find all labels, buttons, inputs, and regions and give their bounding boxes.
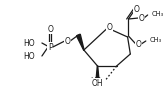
Text: OH: OH xyxy=(92,79,103,88)
Polygon shape xyxy=(96,66,99,82)
Text: HO: HO xyxy=(23,39,35,48)
Text: P: P xyxy=(48,42,52,51)
Text: O: O xyxy=(136,40,141,49)
Text: O: O xyxy=(106,22,112,31)
Text: O: O xyxy=(138,13,144,22)
Text: O: O xyxy=(134,4,140,13)
Text: HO: HO xyxy=(90,77,102,86)
Polygon shape xyxy=(76,34,84,50)
Text: O: O xyxy=(47,24,53,33)
Text: CH₃: CH₃ xyxy=(149,37,162,43)
Text: CH₃: CH₃ xyxy=(151,11,163,17)
Text: HO: HO xyxy=(23,51,35,60)
Text: O: O xyxy=(65,37,70,46)
